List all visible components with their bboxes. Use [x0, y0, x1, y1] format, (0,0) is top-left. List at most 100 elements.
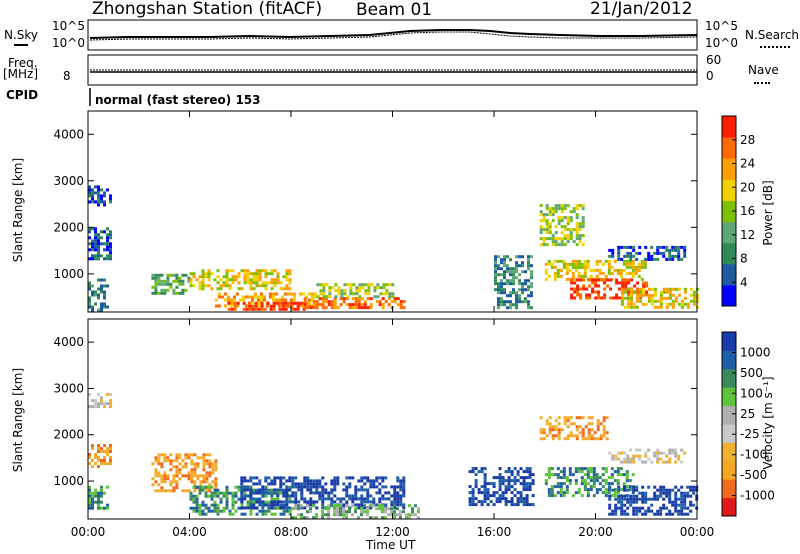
data-cell-p1-r5 [321, 485, 325, 489]
data-cell-p0-r5 [232, 298, 236, 302]
data-cell-p0-r9 [515, 270, 518, 274]
colorbar-tick-label: 500 [740, 366, 763, 380]
data-cell-p0-r7 [393, 297, 397, 301]
data-cell-p1-r3 [157, 483, 161, 487]
data-cell-p1-r5 [273, 479, 277, 483]
data-cell-p1-r11 [668, 457, 672, 461]
data-cell-p1-r3 [184, 453, 188, 457]
data-cell-p1-r5 [357, 497, 361, 501]
data-cell-p0-r4 [288, 281, 292, 285]
data-cell-p1-r6 [348, 507, 351, 511]
data-cell-p1-r5 [369, 479, 373, 483]
data-cell-p0-r11 [610, 265, 614, 269]
data-cell-p0-r12 [588, 296, 592, 300]
data-cell-p1-r5 [402, 485, 406, 489]
y-tick-label: 1000 [53, 474, 84, 488]
data-cell-p1-r10 [668, 497, 672, 501]
data-cell-p0-r2 [91, 290, 94, 294]
data-cell-p1-r5 [243, 497, 247, 501]
data-cell-p0-r4 [264, 281, 268, 285]
data-cell-p1-r10 [665, 494, 669, 498]
data-cell-p1-r9 [565, 479, 569, 483]
data-cell-p0-r11 [640, 262, 644, 266]
data-cell-p1-r5 [321, 500, 325, 504]
data-cell-p1-r5 [366, 491, 370, 495]
data-cell-p1-r3 [202, 477, 206, 481]
data-cell-p0-r14 [671, 248, 675, 252]
data-cell-p0-r0 [106, 188, 109, 192]
data-cell-p1-r5 [396, 491, 400, 495]
data-cell-p1-r9 [550, 467, 554, 471]
data-cell-p0-r1 [91, 254, 94, 258]
data-cell-p0-r8 [367, 289, 371, 293]
data-cell-p1-r8 [602, 428, 606, 432]
data-cell-p0-r4 [243, 281, 247, 285]
data-cell-p1-r4 [195, 503, 199, 507]
data-cell-p1-r8 [566, 425, 570, 429]
data-cell-p1-r5 [342, 488, 346, 492]
data-cell-p1-r6 [333, 507, 336, 511]
data-cell-p0-r11 [589, 268, 593, 272]
data-cell-p1-r5 [264, 479, 268, 483]
data-cell-p0-r5 [307, 301, 311, 305]
data-cell-p1-r6 [342, 516, 345, 520]
data-cell-p0-r2 [88, 281, 91, 285]
data-cell-p0-r8 [319, 283, 323, 287]
data-cell-p0-r8 [367, 286, 371, 290]
data-cell-p1-r4 [249, 485, 253, 489]
data-cell-p1-r5 [387, 497, 391, 501]
data-cell-p1-r4 [201, 512, 205, 516]
data-cell-p0-r8 [334, 295, 338, 299]
data-cell-p0-r4 [246, 278, 250, 282]
data-cell-p0-r0 [97, 203, 100, 207]
data-cell-p1-r3 [172, 459, 176, 463]
colorbar-swatch [722, 179, 736, 201]
data-cell-p0-r8 [328, 292, 332, 296]
data-cell-p0-r7 [378, 303, 382, 307]
data-cell-p0-r4 [288, 278, 292, 282]
data-cell-p0-r3 [154, 279, 158, 283]
data-cell-p1-r10 [644, 500, 648, 504]
data-cell-p0-r13 [629, 293, 633, 297]
data-cell-p1-r3 [205, 474, 209, 478]
data-cell-p0-r10 [569, 210, 573, 214]
data-cell-p0-r14 [626, 251, 630, 255]
data-cell-p1-r3 [163, 453, 167, 457]
data-cell-p1-r9 [616, 479, 620, 483]
data-cell-p1-r7 [480, 503, 484, 507]
data-cell-p1-r3 [205, 453, 209, 457]
data-cell-p1-r5 [240, 500, 244, 504]
data-cell-p0-r6 [272, 307, 276, 311]
data-cell-p1-r4 [216, 506, 220, 510]
data-cell-p0-r5 [220, 295, 224, 299]
data-cell-p1-r4 [225, 491, 229, 495]
data-cell-p0-r4 [222, 284, 226, 288]
data-cell-p0-r12 [603, 296, 607, 300]
data-cell-p1-r4 [270, 512, 274, 516]
data-cell-p0-r11 [583, 274, 587, 278]
data-cell-p0-r3 [166, 273, 170, 277]
data-cell-p1-r8 [545, 422, 549, 426]
data-cell-p1-r9 [544, 482, 548, 486]
data-cell-p1-r10 [662, 506, 666, 510]
data-cell-p0-r5 [259, 292, 263, 296]
data-cell-p1-r7 [498, 473, 502, 477]
data-cell-p1-r3 [187, 456, 191, 460]
data-cell-p1-r5 [306, 479, 310, 483]
data-cell-p1-r5 [270, 479, 274, 483]
data-cell-p1-r3 [169, 483, 173, 487]
data-cell-p1-r5 [258, 500, 262, 504]
data-cell-p0-r14 [620, 257, 624, 261]
data-cell-p1-r5 [288, 476, 292, 480]
data-cell-p1-r5 [354, 494, 358, 498]
data-cell-p1-r10 [608, 494, 612, 498]
data-cell-p1-r7 [528, 467, 532, 471]
data-cell-p1-r1 [100, 459, 103, 462]
data-cell-p0-r12 [588, 284, 592, 288]
data-cell-p0-r1 [94, 245, 97, 249]
data-cell-p1-r4 [282, 503, 286, 507]
data-cell-p1-r9 [625, 473, 629, 477]
data-cell-p0-r4 [192, 284, 196, 288]
data-cell-p0-r13 [626, 302, 630, 306]
data-cell-p1-r3 [187, 474, 191, 478]
